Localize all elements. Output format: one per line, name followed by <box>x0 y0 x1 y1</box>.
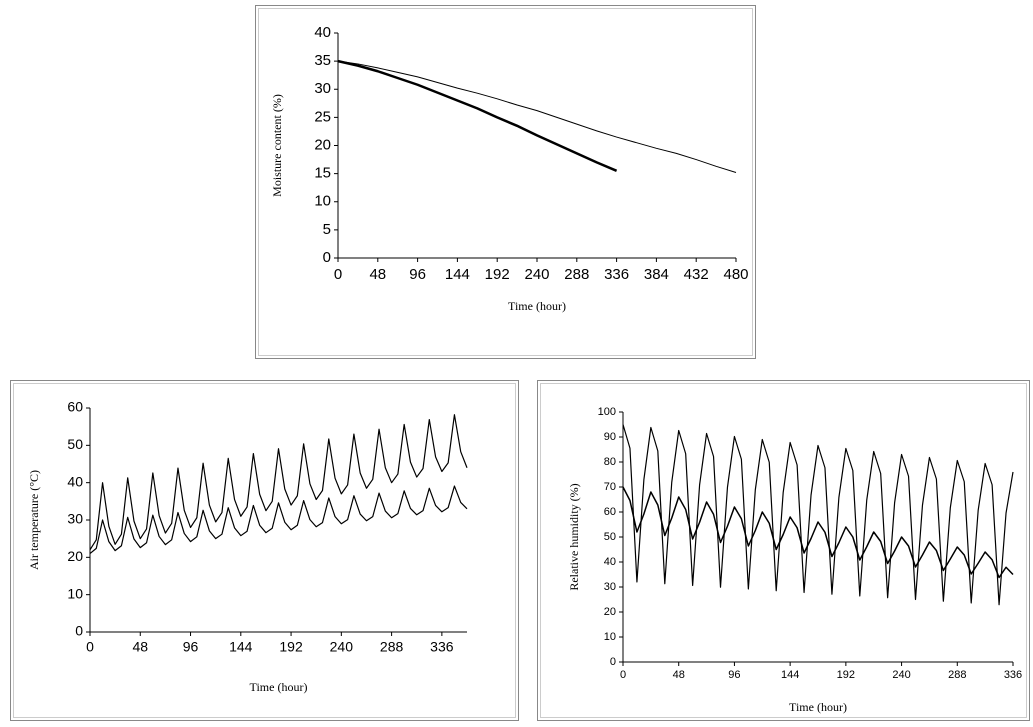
data-line <box>89 485 468 555</box>
data-line <box>89 414 468 551</box>
y-tick-label: 0 <box>75 623 83 639</box>
y-tick-label: 10 <box>67 585 83 601</box>
data-line <box>622 424 1014 606</box>
chart-frame-inner <box>540 383 1027 718</box>
x-tick-label: 48 <box>673 669 685 681</box>
y-tick-label: 0 <box>610 656 616 668</box>
y-tick-label: 40 <box>604 556 616 568</box>
x-tick-label: 432 <box>684 266 709 283</box>
x-tick-label: 336 <box>1004 669 1022 681</box>
x-tick-label: 192 <box>837 669 855 681</box>
y-tick-label: 35 <box>314 52 331 69</box>
x-axis-label: Time (hour) <box>508 299 566 313</box>
y-tick-label: 80 <box>604 456 616 468</box>
x-tick-label: 240 <box>330 639 354 655</box>
x-tick-label: 240 <box>892 669 910 681</box>
data-line <box>337 60 737 173</box>
x-tick-label: 480 <box>723 266 748 283</box>
chart: 0 5 10 15 20 25 30 35 40 0 48 96 144 192 240 288 336 384 4… <box>255 5 756 359</box>
x-tick-label: 288 <box>948 669 966 681</box>
x-tick-label: 144 <box>229 639 253 655</box>
x-tick-label: 0 <box>620 669 626 681</box>
y-tick-label: 40 <box>67 473 83 489</box>
chart: 0 10 20 30 40 50 60 0 48 96 144 192 240 288 336 Time (h… <box>10 380 519 721</box>
y-tick-label: 90 <box>604 431 616 443</box>
x-tick-label: 336 <box>430 639 454 655</box>
y-tick-label: 25 <box>314 108 331 125</box>
x-tick-label: 192 <box>279 639 303 655</box>
y-tick-label: 30 <box>67 511 83 527</box>
x-tick-label: 288 <box>564 266 589 283</box>
data-line <box>337 59 618 172</box>
y-axis-label: Relative humidity (%) <box>567 483 581 590</box>
x-tick-label: 384 <box>644 266 669 283</box>
x-tick-label: 0 <box>86 639 94 655</box>
y-tick-label: 60 <box>604 506 616 518</box>
chart: 0 10 20 30 40 50 60 70 80 90 100 0 48 96 144 192 240 288 3… <box>537 380 1030 721</box>
y-tick-label: 60 <box>67 399 83 415</box>
x-tick-label: 0 <box>334 266 342 283</box>
y-axis-label: Air temperature (°C) <box>27 470 41 570</box>
x-tick-label: 240 <box>524 266 549 283</box>
x-tick-label: 288 <box>380 639 404 655</box>
x-tick-label: 336 <box>604 266 629 283</box>
data-line <box>622 486 1014 579</box>
chart-frame <box>10 380 519 721</box>
x-tick-label: 144 <box>445 266 470 283</box>
x-tick-label: 96 <box>183 639 199 655</box>
y-axis-label: Moisture content (%) <box>270 94 284 197</box>
x-tick-label: 192 <box>485 266 510 283</box>
x-axis-label: Time (hour) <box>250 680 308 694</box>
x-tick-label: 48 <box>369 266 386 283</box>
x-tick-label: 48 <box>132 639 148 655</box>
y-tick-label: 20 <box>604 606 616 618</box>
y-tick-label: 20 <box>67 548 83 564</box>
y-tick-label: 30 <box>314 80 331 97</box>
y-tick-label: 50 <box>604 531 616 543</box>
x-tick-label: 96 <box>728 669 740 681</box>
y-tick-label: 15 <box>314 165 331 182</box>
y-tick-label: 30 <box>604 581 616 593</box>
chart-frame-inner <box>13 383 516 718</box>
y-tick-label: 10 <box>314 193 331 210</box>
y-tick-label: 100 <box>598 406 616 418</box>
chart-frame <box>255 5 756 359</box>
x-tick-label: 144 <box>781 669 799 681</box>
x-axis-label: Time (hour) <box>789 700 847 714</box>
y-tick-label: 10 <box>604 631 616 643</box>
y-tick-label: 5 <box>323 221 331 238</box>
chart-frame-inner <box>258 8 753 356</box>
x-tick-label: 96 <box>409 266 426 283</box>
y-tick-label: 20 <box>314 136 331 153</box>
chart-frame <box>537 380 1030 721</box>
y-tick-label: 50 <box>67 436 83 452</box>
y-tick-label: 40 <box>314 24 331 41</box>
y-tick-label: 70 <box>604 481 616 493</box>
y-tick-label: 0 <box>323 249 331 266</box>
